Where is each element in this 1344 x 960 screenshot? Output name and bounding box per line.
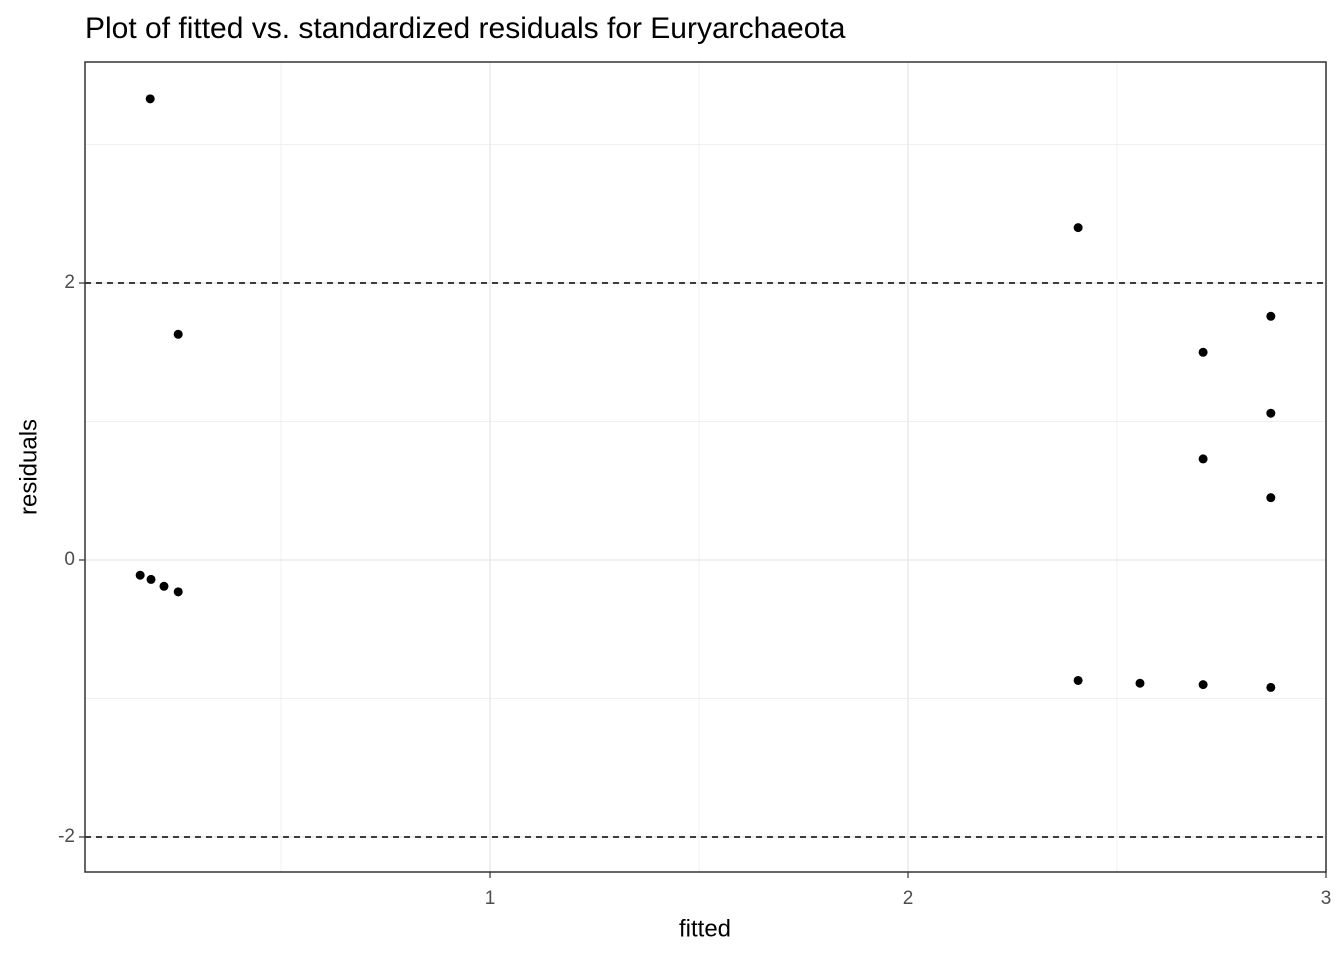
point	[1198, 454, 1208, 464]
y-tick-label: 0	[64, 549, 75, 570]
point	[173, 329, 183, 339]
point	[1073, 223, 1083, 233]
point	[1266, 408, 1276, 418]
x-tick-label: 2	[903, 888, 914, 909]
point	[145, 94, 155, 104]
y-tick-label: -2	[58, 826, 75, 847]
x-tick-label: 3	[1321, 888, 1332, 909]
point	[1198, 680, 1208, 690]
point	[1073, 675, 1083, 685]
panel-border	[84, 61, 1327, 873]
point	[159, 581, 169, 591]
x-tick-label: 1	[485, 888, 496, 909]
point	[1266, 682, 1276, 692]
point	[1135, 678, 1145, 688]
y-tick-label: 2	[64, 272, 75, 293]
point	[146, 574, 156, 584]
point	[135, 570, 145, 580]
point	[1266, 493, 1276, 503]
point	[1266, 311, 1276, 321]
point	[173, 587, 183, 597]
x-axis-label: fitted	[679, 915, 731, 942]
point	[1198, 347, 1208, 357]
y-axis-label: residuals	[15, 419, 42, 515]
chart-title: Plot of fitted vs. standardized residual…	[85, 12, 846, 45]
